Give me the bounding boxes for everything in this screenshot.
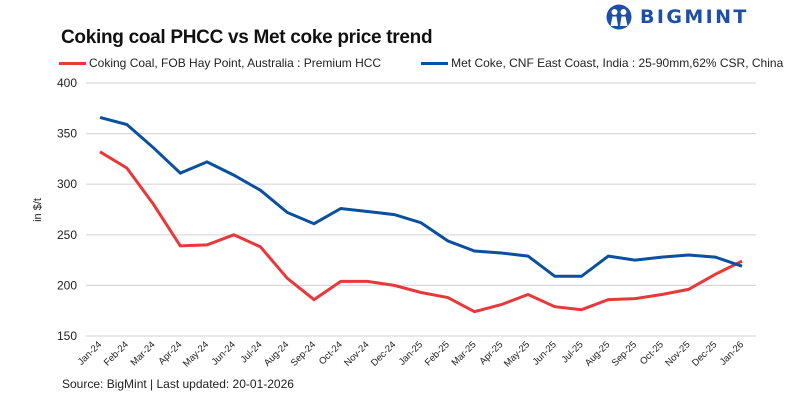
x-tick-label-sep-25: Sep-25 — [610, 339, 639, 368]
x-tick-label-aug-24: Aug-24 — [262, 339, 291, 368]
x-tick-label-jul-24: Jul-24 — [239, 339, 265, 365]
y-tick-label-250: 250 — [57, 228, 77, 242]
series-lines — [99, 115, 743, 314]
x-tick-label-jul-25: Jul-25 — [560, 339, 586, 365]
legend-swatch-coking-coal — [59, 61, 86, 65]
brand-logo: BIGMINT — [606, 3, 749, 31]
source-note: Source: BigMint | Last updated: 20-01-20… — [62, 377, 294, 391]
x-tick-label-aug-25: Aug-25 — [583, 339, 612, 368]
legend-swatch-met-coke — [421, 61, 449, 65]
y-tick-label-350: 350 — [57, 127, 77, 141]
x-tick-label-apr-24: Apr-24 — [156, 339, 184, 367]
y-tick-label-200: 200 — [57, 278, 77, 292]
series-line-met-coke[interactable] — [99, 115, 743, 278]
x-tick-label-jan-24: Jan-24 — [76, 339, 104, 367]
x-tick-label-nov-24: Nov-24 — [342, 339, 371, 368]
gridlines — [86, 82, 756, 337]
x-tick-label-jan-26: Jan-26 — [718, 339, 746, 367]
x-tick-label-jun-25: Jun-25 — [531, 339, 559, 367]
brand-name: BIGMINT — [640, 6, 749, 28]
series-line-coking-coal[interactable] — [99, 150, 743, 314]
y-tick-label-300: 300 — [57, 177, 77, 191]
x-tick-label-jan-25: Jan-25 — [397, 339, 425, 367]
x-tick-label-oct-25: Oct-25 — [638, 339, 666, 367]
x-tick-label-dec-24: Dec-24 — [369, 339, 398, 368]
x-tick-label-may-24: May-24 — [181, 339, 211, 369]
legend-item-met-coke[interactable]: Met Coke, CNF East Coast, India : 25-90m… — [421, 56, 783, 70]
legend-label-met-coke: Met Coke, CNF East Coast, India : 25-90m… — [451, 56, 784, 70]
x-tick-label-jun-24: Jun-24 — [210, 339, 238, 367]
x-tick-label-apr-25: Apr-25 — [477, 339, 505, 367]
y-tick-label-400: 400 — [57, 76, 77, 90]
x-tick-label-dec-25: Dec-25 — [690, 339, 719, 368]
x-tick-label-sep-24: Sep-24 — [289, 339, 318, 368]
legend-item-coking-coal[interactable]: Coking Coal, FOB Hay Point, Australia : … — [59, 56, 381, 70]
x-tick-label-feb-25: Feb-25 — [423, 339, 452, 368]
x-tick-label-oct-24: Oct-24 — [317, 339, 345, 367]
y-axis-ticks: 150 200 250 300 350 400 — [57, 76, 77, 343]
legend-label-coking-coal: Coking Coal, FOB Hay Point, Australia : … — [89, 56, 382, 70]
y-tick-label-150: 150 — [57, 329, 77, 343]
x-tick-label-mar-24: Mar-24 — [129, 339, 158, 368]
x-tick-label-may-25: May-25 — [502, 339, 532, 369]
x-tick-label-mar-25: Mar-25 — [450, 339, 479, 368]
people-logo-icon — [606, 4, 632, 30]
x-tick-label-nov-25: Nov-25 — [663, 339, 692, 368]
chart-legend: Coking Coal, FOB Hay Point, Australia : … — [59, 56, 783, 70]
x-tick-label-feb-24: Feb-24 — [102, 339, 131, 368]
y-axis-title: in $/t — [32, 198, 44, 222]
chart-title: Coking coal PHCC vs Met coke price trend — [61, 27, 433, 48]
